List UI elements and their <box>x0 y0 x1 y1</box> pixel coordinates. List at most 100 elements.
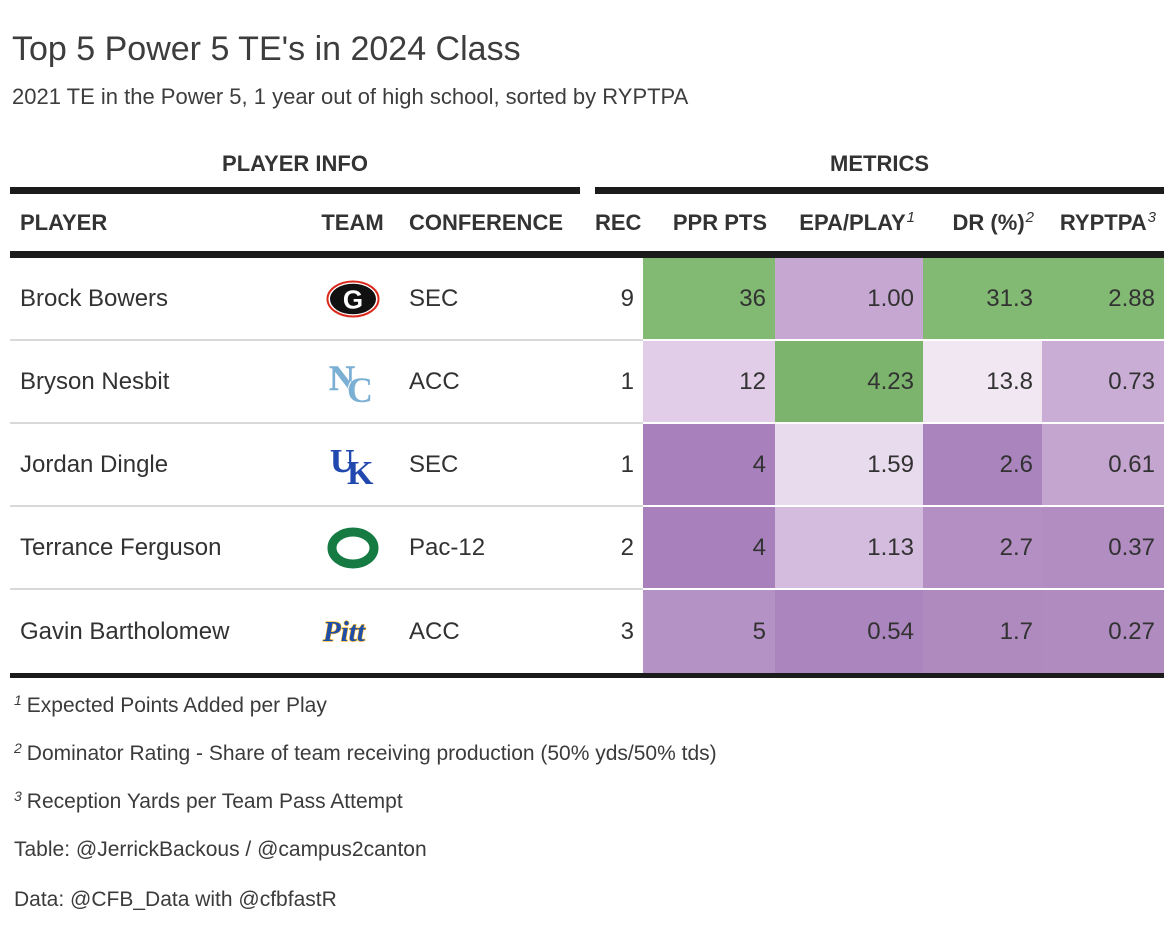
col-header-player: PLAYER <box>20 209 108 235</box>
table-body: Brock Bowers G SEC 9 36 1.00 31.3 2.88 Bryson … <box>10 258 1164 674</box>
metric-epa-play: 1.00 <box>775 258 923 342</box>
metric-ppr-pts: 12 <box>643 341 775 425</box>
oregon-logo <box>305 507 400 591</box>
header-bottom-border <box>10 251 1164 259</box>
footnote-2: 2 Dominator Rating - Share of team receiv… <box>14 740 1174 767</box>
rec-value: 3 <box>620 617 634 645</box>
svg-text:G: G <box>342 284 362 314</box>
kentucky-logo-icon: U K U <box>329 442 375 489</box>
footnote-ref-1: 1 <box>906 208 915 226</box>
data-credit: Data: @CFB_Data with @cfbfastR <box>14 888 337 912</box>
conference: SEC <box>400 424 580 508</box>
metric-ryptpa: 0.27 <box>1042 590 1164 674</box>
spanner-divider-row <box>10 187 1164 195</box>
pitt-logo: Pitt <box>305 590 400 673</box>
column-gap <box>580 341 595 425</box>
table-row: Terrance Ferguson Pac-12 2 4 1.13 2.7 0.37 <box>10 507 1164 591</box>
footnote-ref-3: 3 <box>1147 208 1156 226</box>
footnotes: 1 Expected Points Added per Play 2 Dominato… <box>14 692 1174 815</box>
conference: Pac-12 <box>400 507 580 591</box>
unc-logo: N C N <box>305 341 400 425</box>
table-row: Jordan Dingle U K U SEC 1 4 1.59 2.6 0.61 <box>10 424 1164 508</box>
table-row: Brock Bowers G SEC 9 36 1.00 31.3 2.88 <box>10 258 1164 342</box>
page-subtitle: 2021 TE in the Power 5, 1 year out of hi… <box>12 83 689 109</box>
metric-dr-pct: 31.3 <box>923 258 1042 342</box>
rec-value: 1 <box>595 341 643 425</box>
pitt-logo-icon: Pitt <box>321 615 366 648</box>
georgia-logo: G <box>305 258 400 342</box>
metric-ppr-pts: 4 <box>643 424 775 508</box>
table-row: Gavin Bartholomew Pitt ACC 3 5 0.54 1.7 0.27 <box>10 590 1164 674</box>
table-credit: Table: @JerrickBackous / @campus2canton <box>14 838 427 862</box>
col-header-conference: CONFERENCE <box>409 209 564 235</box>
svg-text:Pitt: Pitt <box>322 616 366 648</box>
metric-ppr-pts: 4 <box>643 507 775 591</box>
metric-epa-play: 4.23 <box>775 341 923 425</box>
footnote-ref-2: 2 <box>1025 208 1034 226</box>
footnote-3: 3 Reception Yards per Team Pass Attempt <box>14 788 1174 815</box>
col-header-ryptpa: RYPTPA3 <box>1059 208 1156 235</box>
table-bottom-border <box>10 673 1164 679</box>
col-header-ppr-pts: PPR PTS <box>672 209 767 235</box>
column-gap <box>580 424 595 508</box>
footnote-marker: 2 <box>14 740 22 757</box>
column-gap <box>580 507 595 591</box>
column-gap <box>580 258 595 342</box>
metric-dr-pct: 2.6 <box>923 424 1042 508</box>
page-title: Top 5 Power 5 TE's in 2024 Class <box>12 30 521 68</box>
metric-epa-play: 1.59 <box>775 424 923 508</box>
col-header-dr-pct: DR (%)2 <box>952 208 1034 235</box>
kentucky-logo: U K U <box>305 424 400 508</box>
player-name: Bryson Nesbit <box>10 341 305 425</box>
conference: ACC <box>400 341 580 425</box>
footnote-1: 1 Expected Points Added per Play <box>14 692 1174 719</box>
player-name: Gavin Bartholomew <box>20 617 230 645</box>
player-name: Terrance Ferguson <box>10 507 305 591</box>
conference: SEC <box>400 258 580 342</box>
col-header-rec: REC <box>595 209 642 235</box>
player-name: Brock Bowers <box>10 258 305 342</box>
metric-ryptpa: 2.88 <box>1042 258 1164 342</box>
table-row: Bryson Nesbit N C N ACC 1 12 4.23 13.8 0.73 <box>10 341 1164 425</box>
col-header-epa-play: EPA/PLAY1 <box>799 208 915 235</box>
footnote-text: Dominator Rating - Share of team receivi… <box>26 742 717 766</box>
te-table: PLAYER INFO METRICS PLAYER TEAM CONFEREN… <box>10 141 1164 679</box>
unc-logo-icon: N C N <box>328 357 374 408</box>
metric-epa-play: 1.13 <box>775 507 923 591</box>
footnote-text: Reception Yards per Team Pass Attempt <box>26 790 403 814</box>
col-header-team: TEAM <box>321 209 384 235</box>
oregon-logo-icon <box>327 527 378 569</box>
metric-ppr-pts: 5 <box>643 590 775 674</box>
rec-value: 9 <box>595 258 643 342</box>
metrics-divider <box>595 187 1164 195</box>
metric-ryptpa: 0.73 <box>1042 341 1164 425</box>
svg-text:K: K <box>347 455 374 489</box>
metric-ppr-pts: 36 <box>643 258 775 342</box>
footnote-text: Expected Points Added per Play <box>26 694 327 718</box>
footnote-marker: 1 <box>14 692 22 709</box>
svg-text:C: C <box>347 370 373 408</box>
spanner-player-info: PLAYER INFO <box>222 151 368 177</box>
metric-ryptpa: 0.61 <box>1042 424 1164 508</box>
metric-ryptpa: 0.37 <box>1042 507 1164 591</box>
player-info-divider <box>10 187 580 195</box>
metric-epa-play: 0.54 <box>775 590 923 674</box>
conference: ACC <box>409 617 460 645</box>
infographic: Top 5 Power 5 TE's in 2024 Class 2021 TE… <box>10 30 1174 912</box>
georgia-logo-icon: G <box>326 280 379 318</box>
rec-value: 2 <box>595 507 643 591</box>
column-group-row: PLAYER INFO METRICS <box>10 141 1164 187</box>
column-gap <box>580 590 595 673</box>
svg-text:U: U <box>330 443 355 480</box>
svg-text:N: N <box>329 358 355 398</box>
svg-text:N: N <box>329 358 355 398</box>
spanner-metrics: METRICS <box>830 151 929 177</box>
footnote-marker: 3 <box>14 788 22 805</box>
svg-text:U: U <box>330 443 355 480</box>
metric-dr-pct: 1.7 <box>923 590 1042 674</box>
player-name: Jordan Dingle <box>10 424 305 508</box>
metric-dr-pct: 13.8 <box>923 341 1042 425</box>
rec-value: 1 <box>595 424 643 508</box>
metric-dr-pct: 2.7 <box>923 507 1042 591</box>
column-header-row: PLAYER TEAM CONFERENCE REC PPR PTS EPA/P… <box>10 194 1164 251</box>
